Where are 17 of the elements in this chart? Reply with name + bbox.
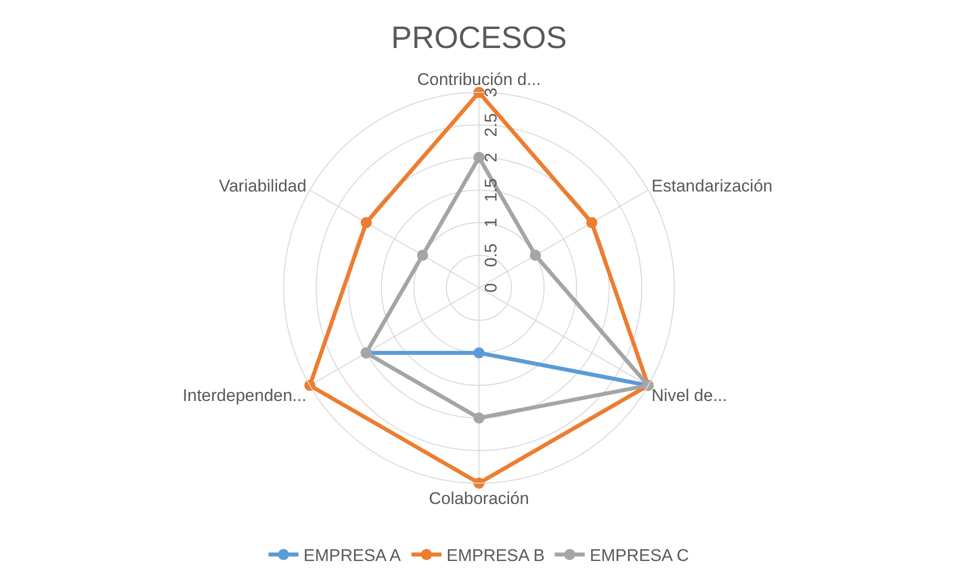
y-tick-label: 0.5: [482, 243, 500, 268]
y-tick-label: 3: [482, 88, 500, 98]
y-tick-label: 1: [482, 218, 500, 228]
y-tick-label: 1.5: [482, 178, 500, 202]
legend-label: EMPRESA C: [590, 546, 689, 566]
y-tick-label: 2: [482, 152, 500, 162]
spoke-label: Colaboración: [428, 488, 530, 508]
spoke-label: Estandarización: [652, 176, 772, 196]
spoke-label: Contribución d...: [417, 70, 541, 90]
legend-label: EMPRESA B: [446, 546, 545, 566]
y-tick-label: 0: [482, 283, 500, 292]
spoke-label: Nivel de...: [652, 386, 728, 406]
legend-label: EMPRESA A: [304, 546, 402, 566]
y-tick-label: 2.5: [482, 113, 500, 137]
spoke-label: Interdependen...: [182, 386, 306, 406]
spoke-label: Variabilidad: [218, 176, 306, 196]
chart-title: PROCESOS: [391, 20, 567, 56]
